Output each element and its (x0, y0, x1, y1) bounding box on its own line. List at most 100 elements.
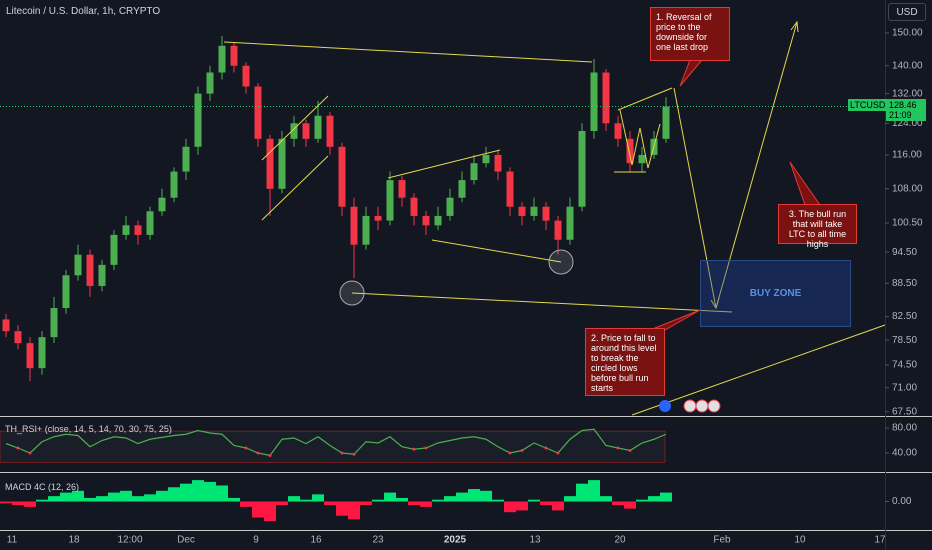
rsi-low (616, 446, 620, 450)
rsi-label: TH_RSI+ (close, 14, 5, 14, 70, 30, 75, 2… (5, 424, 172, 434)
x-tick-label: 2025 (444, 535, 467, 546)
x-tick-label: 13 (529, 535, 541, 546)
macd-bar (108, 492, 120, 502)
candle-body (338, 146, 346, 207)
trend-line (223, 41, 593, 63)
icon (707, 399, 721, 413)
candle-body (326, 115, 334, 147)
macd-bar (300, 499, 312, 502)
macd-bar (276, 501, 288, 506)
candle-body (626, 138, 634, 164)
price-chip: 128.46 21:09 (886, 99, 926, 121)
macd-bar (456, 492, 468, 502)
macd-bar (24, 501, 36, 507)
candle-body (422, 215, 430, 226)
macd-bar (228, 497, 240, 502)
candle-body (62, 275, 70, 309)
rsi-low (412, 447, 416, 451)
macd-bar (648, 496, 660, 502)
candle-body (158, 197, 166, 212)
candle-body (410, 197, 418, 216)
circle-low (548, 249, 574, 275)
annotation: 2. Price to fall to around this level to… (585, 328, 665, 396)
macd-bar (516, 501, 528, 511)
macd-bar (624, 501, 636, 509)
macd-bar (144, 494, 156, 502)
path-arrow (673, 87, 717, 309)
candle-body (578, 130, 586, 207)
y-tick-label: 124.00 (892, 118, 923, 129)
candle-body (50, 308, 58, 338)
macd-bar (12, 501, 24, 506)
candle-body (530, 206, 538, 216)
candle-body (638, 154, 646, 164)
candle-body (170, 171, 178, 198)
candle-body (74, 254, 82, 276)
y-tick-label: 82.50 (892, 311, 917, 322)
candle-body (218, 45, 226, 73)
candle-body (614, 123, 622, 139)
candle-body (458, 180, 466, 198)
macd-bar (0, 501, 12, 504)
last-price: 128.46 (889, 100, 917, 110)
candle-body (254, 86, 262, 139)
macd-bar (384, 492, 396, 502)
y-tick-label: 108.00 (892, 183, 923, 194)
icon (695, 399, 709, 413)
candle-body (26, 343, 34, 369)
candle-body (2, 319, 10, 332)
candle-body (302, 123, 310, 139)
candle-body (374, 215, 382, 221)
x-tick-label: 17 (874, 535, 886, 546)
event-icons (659, 399, 721, 413)
y-tick-label: 78.50 (892, 335, 917, 346)
macd-bar (492, 499, 504, 502)
macd-bar (96, 496, 108, 502)
x-tick-label: 23 (372, 535, 384, 546)
y-tick-label: 100.50 (892, 218, 923, 229)
candle-body (98, 264, 106, 286)
rsi-low (508, 451, 512, 455)
candle-body (398, 180, 406, 198)
x-tick-label: 12:00 (117, 535, 142, 546)
marks (0, 36, 885, 522)
macd-bar (636, 499, 648, 502)
candle-body (230, 45, 238, 66)
macd-bar (612, 501, 624, 506)
trend-line (387, 149, 501, 179)
candle-body (206, 72, 214, 94)
candle-body (470, 163, 478, 181)
y-tick-label: 132.00 (892, 88, 923, 99)
macd-bar (528, 499, 540, 502)
macd-bar (576, 483, 588, 502)
rsi-low (16, 446, 20, 450)
candle-body (590, 72, 598, 131)
trend-line (261, 95, 329, 161)
candle-body (494, 154, 502, 172)
candle-body (134, 225, 142, 235)
macd-bar (432, 499, 444, 502)
arrow-head (790, 20, 799, 33)
macd-bar (600, 496, 612, 502)
candle-body (290, 123, 298, 139)
macd-bar (564, 496, 576, 502)
candle-body (518, 206, 526, 216)
candle-body (446, 197, 454, 216)
candle-body (662, 106, 670, 139)
candle-body (566, 206, 574, 240)
macd-bar (372, 499, 384, 502)
candle-body (314, 115, 322, 139)
candle-body (242, 65, 250, 87)
currency-button[interactable]: USD (888, 3, 926, 21)
rsi-low (556, 451, 560, 455)
icon (683, 399, 697, 413)
candle-body (122, 225, 130, 235)
pointer (649, 309, 701, 331)
macd-bar (288, 496, 300, 502)
rsi-low (28, 451, 32, 455)
buy-zone: BUY ZONE (700, 260, 851, 327)
macd-bar (552, 501, 564, 511)
macd-bar (156, 490, 168, 502)
